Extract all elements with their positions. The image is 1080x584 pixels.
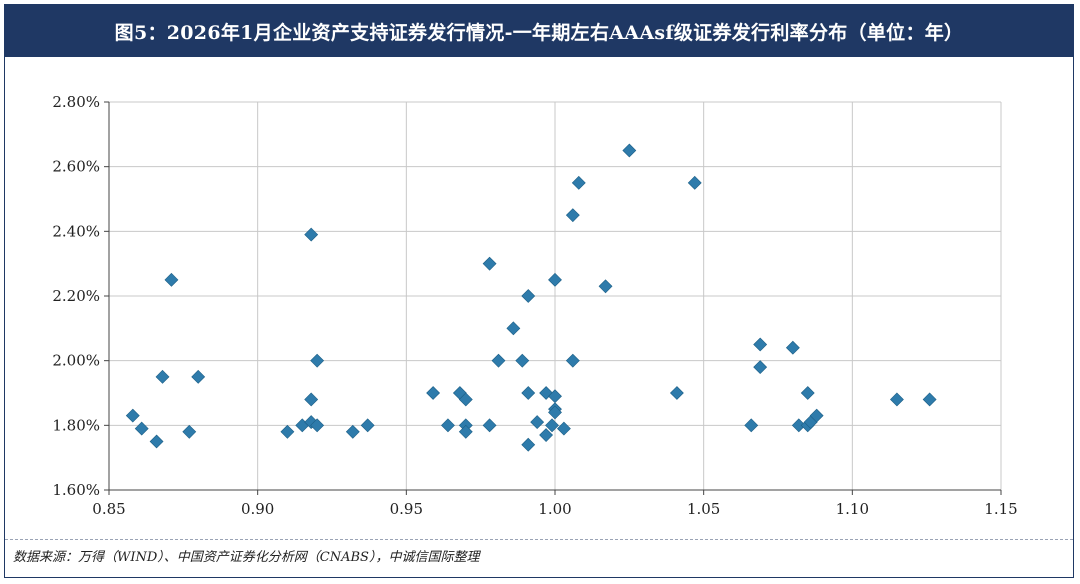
data-point	[164, 272, 179, 287]
data-point	[785, 340, 800, 355]
data-point	[458, 424, 473, 439]
data-point	[521, 289, 536, 303]
data-point	[280, 424, 295, 439]
data-point	[565, 208, 580, 223]
data-point	[922, 392, 937, 407]
data-point	[669, 386, 684, 400]
data-point	[458, 392, 473, 407]
data-point	[521, 386, 536, 400]
data-point	[125, 408, 140, 423]
data-point	[744, 418, 759, 433]
data-point	[890, 392, 904, 407]
data-point	[360, 418, 375, 433]
y-tick-label: 2.40%	[52, 222, 100, 240]
data-point	[809, 408, 824, 423]
axes	[104, 101, 1002, 495]
y-tick-label: 1.60%	[52, 481, 100, 499]
data-point	[521, 437, 536, 452]
data-point	[687, 175, 702, 190]
data-point	[482, 418, 497, 433]
source-note: 数据来源：万得（WIND）、中国资产证券化分析网（CNABS），中诚信国际整理	[5, 539, 1073, 577]
data-point	[515, 353, 530, 368]
grid	[108, 101, 1002, 491]
x-tick-label: 1.00	[538, 500, 571, 518]
y-tick-label: 2.20%	[52, 287, 100, 305]
data-point	[191, 369, 206, 384]
x-tick-label: 0.85	[92, 500, 125, 518]
data-points	[125, 143, 937, 452]
y-tick-label: 2.00%	[52, 352, 100, 370]
data-point	[556, 421, 571, 436]
tick-labels: 0.85 0.90 0.95 1.00 1.05 1.10 1.15 1.60% 1.80% 2.…	[52, 93, 1017, 518]
data-point	[530, 415, 545, 430]
data-point	[753, 337, 768, 352]
data-point	[753, 360, 768, 375]
data-point	[548, 272, 562, 287]
data-point	[548, 405, 562, 420]
data-point	[506, 321, 521, 336]
data-point	[155, 369, 170, 384]
data-point	[149, 434, 164, 449]
data-point	[182, 424, 197, 439]
figure-title: 图5：2026年1月企业资产支持证券发行情况-一年期左右AAAsf级证券发行利率…	[5, 5, 1073, 57]
data-point	[491, 353, 506, 368]
x-tick-label: 1.05	[687, 500, 720, 518]
data-point	[800, 386, 815, 400]
x-tick-label: 1.15	[984, 500, 1017, 518]
data-point	[304, 392, 319, 407]
data-point	[441, 418, 455, 433]
y-tick-label: 2.60%	[52, 158, 100, 176]
y-tick-label: 1.80%	[52, 416, 100, 434]
x-tick-label: 0.90	[241, 500, 274, 518]
data-point	[539, 428, 554, 442]
data-point	[571, 175, 586, 190]
y-tick-label: 2.80%	[52, 93, 100, 111]
x-tick-label: 0.95	[390, 500, 423, 518]
data-point	[598, 279, 613, 294]
data-point	[426, 386, 441, 400]
data-point	[545, 418, 559, 433]
data-point	[622, 143, 637, 158]
figure-frame: 图5：2026年1月企业资产支持证券发行情况-一年期左右AAAsf级证券发行利率…	[4, 4, 1074, 578]
scatter-chart: 0.85 0.90 0.95 1.00 1.05 1.10 1.15 1.60% 1.80% 2.…	[52, 93, 1017, 518]
data-point	[304, 227, 319, 242]
x-tick-label: 1.10	[836, 500, 869, 518]
data-point	[134, 421, 149, 436]
chart-area: 0.85 0.90 0.95 1.00 1.05 1.10 1.15 1.60% 1.80% 2.…	[5, 57, 1073, 540]
data-point	[345, 424, 360, 439]
data-point	[565, 353, 580, 368]
data-point	[482, 256, 497, 271]
data-point	[310, 353, 325, 368]
data-point	[310, 418, 325, 433]
